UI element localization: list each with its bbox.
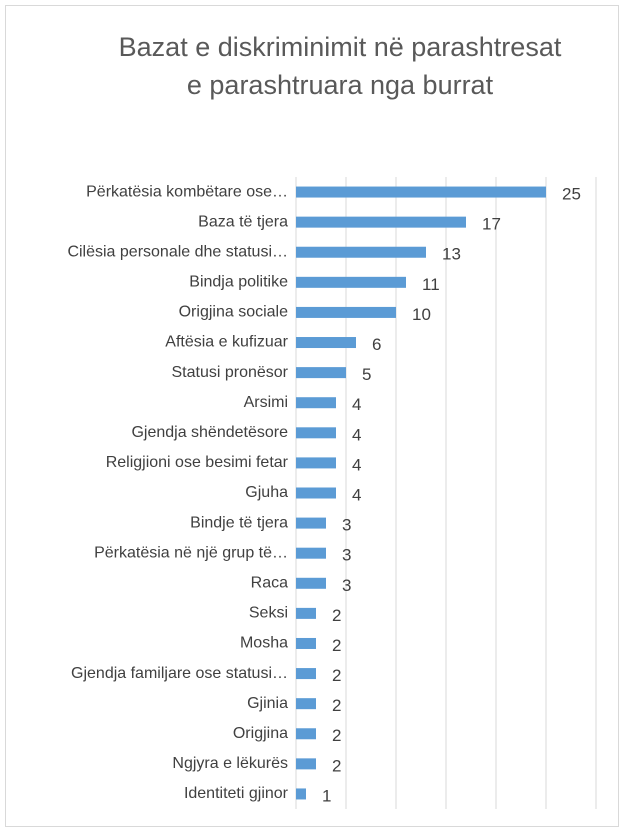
y-tick-label: Identiteti gjinor — [184, 785, 289, 802]
value-label: 3 — [342, 576, 351, 595]
bar — [296, 306, 396, 318]
y-tick-label: Origjina — [233, 725, 288, 742]
bar — [296, 758, 316, 770]
value-label: 11 — [422, 275, 440, 294]
bar — [296, 487, 336, 499]
bar — [296, 246, 426, 258]
value-label: 2 — [332, 696, 341, 715]
value-label: 6 — [372, 335, 381, 354]
y-tick-label: Bindje të tjera — [190, 514, 288, 531]
y-tick-label: Gjinia — [247, 695, 288, 712]
y-tick-label: Arsimi — [244, 394, 288, 411]
value-label: 2 — [332, 726, 341, 745]
bar — [296, 728, 316, 740]
bar — [296, 517, 326, 529]
value-label: 10 — [412, 305, 431, 324]
bar — [296, 397, 336, 409]
bar — [296, 186, 546, 198]
bar — [296, 367, 346, 379]
value-label: 4 — [352, 395, 361, 414]
y-tick-label: Seksi — [249, 605, 288, 622]
y-tick-label: Përkatësia kombëtare ose… — [86, 183, 288, 200]
bar — [296, 457, 336, 469]
y-tick-label: Mosha — [240, 635, 288, 652]
y-tick-label: Origjina sociale — [179, 304, 288, 321]
bar — [296, 698, 316, 710]
value-label: 2 — [332, 756, 341, 775]
bar — [296, 788, 306, 800]
value-label: 3 — [342, 546, 351, 565]
y-tick-label: Religjioni ose besimi fetar — [106, 454, 289, 471]
bar — [296, 668, 316, 680]
y-tick-label: Aftësia e kufizuar — [165, 334, 288, 351]
chart-title: Bazat e diskriminimit në parashtresat e … — [118, 32, 562, 100]
bar — [296, 427, 336, 439]
bar — [296, 276, 406, 288]
value-label: 4 — [352, 425, 361, 444]
value-label: 2 — [332, 666, 341, 685]
y-tick-label: Statusi pronësor — [171, 364, 288, 381]
bar — [296, 337, 356, 349]
chart-frame — [5, 5, 619, 827]
y-tick-label: Gjendja shëndetësore — [131, 424, 288, 441]
bar — [296, 607, 316, 619]
bar — [296, 577, 326, 589]
bar — [296, 637, 316, 649]
value-label: 4 — [352, 455, 361, 474]
value-label: 3 — [342, 516, 351, 535]
y-tick-label: Cilësia personale dhe statusi… — [67, 243, 288, 260]
bar — [296, 547, 326, 559]
y-tick-label: Përkatësia në një grup të… — [94, 544, 288, 561]
value-label: 2 — [332, 606, 341, 625]
y-tick-label: Gjuha — [245, 484, 288, 501]
value-label: 13 — [442, 245, 461, 264]
value-label: 4 — [352, 485, 361, 504]
y-tick-label: Gjendja familjare ose statusi… — [71, 665, 288, 682]
y-tick-label: Ngjyra e lëkurës — [172, 755, 288, 772]
value-label: 25 — [562, 185, 581, 204]
value-label: 2 — [332, 636, 341, 655]
value-label: 17 — [482, 215, 501, 234]
value-label: 1 — [322, 786, 331, 805]
value-label: 5 — [362, 365, 371, 384]
bar — [296, 216, 466, 228]
y-tick-label: Baza të tjera — [198, 213, 288, 230]
y-tick-label: Raca — [251, 575, 288, 592]
y-tick-label: Bindja politike — [189, 274, 288, 291]
